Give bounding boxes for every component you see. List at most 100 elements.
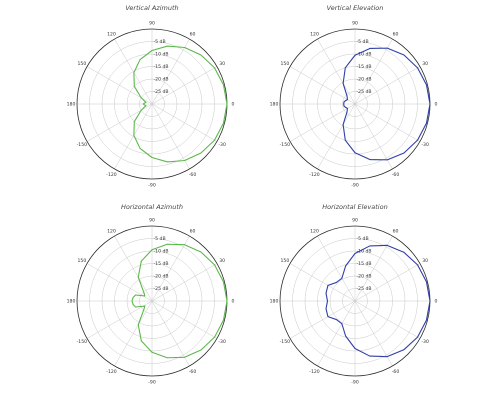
angle-gridline: [317, 38, 356, 105]
angle-tick-label: -150: [77, 142, 88, 148]
angle-tick-label: 0: [435, 102, 438, 108]
angle-tick-label: -30: [421, 142, 429, 148]
angle-gridline: [151, 103, 190, 170]
pattern-point: [426, 84, 427, 86]
angle-tick-label: -60: [392, 172, 400, 178]
angle-gridline: [354, 103, 421, 142]
angle-gridline: [289, 103, 356, 142]
radial-tick-label: -15 dB: [357, 64, 372, 70]
angle-gridline: [354, 300, 421, 339]
chart-title: Vertical Azimuth: [125, 4, 178, 12]
angle-gridline: [151, 235, 190, 302]
chart-vertical-elevation: Vertical Elevation 0 30 60 90 120 150 180 -150 -…: [270, 4, 438, 189]
pattern-point: [223, 122, 224, 124]
pattern-point: [327, 316, 329, 318]
angle-tick-label: 60: [190, 31, 196, 37]
pattern-point: [142, 103, 144, 105]
pattern-point: [429, 103, 431, 105]
angle-tick-label: -60: [392, 369, 400, 375]
pattern-point: [200, 152, 202, 154]
angle-tick-label: 180: [270, 299, 279, 305]
pattern-point: [417, 67, 419, 69]
angle-tick-label: 0: [232, 102, 235, 108]
pattern-point: [386, 159, 388, 161]
angle-tick-label: 180: [270, 102, 279, 108]
pattern-point: [369, 48, 371, 49]
pattern-point: [166, 357, 168, 359]
pattern-point: [132, 297, 134, 299]
pattern-point: [184, 47, 186, 48]
pattern-point: [429, 300, 431, 302]
angle-tick-label: 150: [77, 258, 86, 264]
radial-tick-label: -10 dB: [357, 52, 372, 58]
chart-title: Horizontal Azimuth: [121, 203, 183, 211]
angle-tick-label: 30: [219, 258, 225, 264]
pattern-point: [403, 152, 405, 154]
angle-tick-label: -120: [309, 172, 320, 178]
pattern-point: [137, 324, 139, 326]
angle-tick-label: -30: [421, 339, 429, 345]
radial-tick-label: -25 dB: [357, 286, 372, 292]
pattern-point: [143, 308, 145, 310]
pattern-point: [133, 72, 135, 74]
pattern-point: [144, 295, 146, 297]
pattern-point: [184, 356, 185, 358]
pattern-point: [145, 105, 147, 107]
angle-tick-label: 120: [107, 228, 116, 234]
pattern-point: [417, 336, 419, 338]
angle-tick-label: 60: [393, 31, 399, 37]
angle-tick-label: -90: [351, 380, 359, 386]
chart-horizontal-azimuth: Horizontal Azimuth 0 30 60 90 120 150 180 -150 -…: [67, 203, 235, 386]
pattern-point: [369, 355, 371, 357]
pattern-point: [426, 122, 427, 124]
chart-title: Vertical Elevation: [327, 4, 384, 12]
angle-tick-label: -60: [189, 172, 197, 178]
pattern-point: [214, 336, 216, 338]
angle-gridline: [114, 103, 153, 170]
angle-tick-label: -90: [351, 183, 359, 189]
pattern-point: [343, 105, 345, 107]
pattern-point: [200, 349, 202, 351]
radial-tick-label: -25 dB: [154, 89, 169, 95]
radial-tick-label: -5 dB: [357, 236, 369, 242]
pattern-point: [184, 160, 186, 161]
pattern-point: [342, 82, 344, 84]
angle-gridline: [354, 263, 421, 302]
angle-tick-label: 90: [352, 218, 358, 224]
pattern-point: [140, 340, 142, 342]
pattern-point: [386, 356, 388, 358]
pattern-point: [166, 243, 168, 245]
radial-tick-label: -25 dB: [154, 286, 169, 292]
angle-gridline: [114, 38, 153, 105]
radial-tick-label: -25 dB: [357, 89, 372, 95]
angle-tick-label: 90: [149, 218, 155, 224]
pattern-point: [426, 319, 427, 321]
pattern-point: [139, 147, 141, 149]
radial-tick-label: -5 dB: [357, 39, 369, 45]
pattern-point: [223, 319, 224, 321]
angle-tick-label: -120: [309, 369, 320, 375]
chart-horizontal-elevation: Horizontal Elevation 0 30 60 90 120 150 180 -15…: [270, 203, 438, 386]
angle-gridline: [289, 66, 356, 105]
angle-gridline: [151, 300, 218, 339]
pattern-point: [344, 67, 346, 69]
pattern-point: [200, 54, 202, 56]
pattern-point: [327, 300, 328, 302]
radial-tick-label: -20 dB: [154, 77, 169, 83]
pattern-point: [426, 281, 427, 283]
angle-tick-label: 90: [352, 21, 358, 27]
angle-tick-label: 30: [422, 258, 428, 264]
angle-gridline: [151, 300, 190, 367]
radial-tick-label: -5 dB: [154, 236, 166, 242]
angle-gridline: [354, 235, 393, 302]
pattern-point: [369, 245, 371, 247]
pattern-point: [214, 264, 216, 266]
pattern-point: [135, 294, 137, 296]
pattern-point: [226, 103, 228, 105]
chart-title: Horizontal Elevation: [322, 203, 387, 211]
pattern-point: [137, 276, 139, 278]
pattern-point: [140, 97, 142, 99]
pattern-point: [343, 101, 345, 103]
angle-tick-label: -150: [280, 142, 291, 148]
pattern-point: [226, 300, 228, 302]
